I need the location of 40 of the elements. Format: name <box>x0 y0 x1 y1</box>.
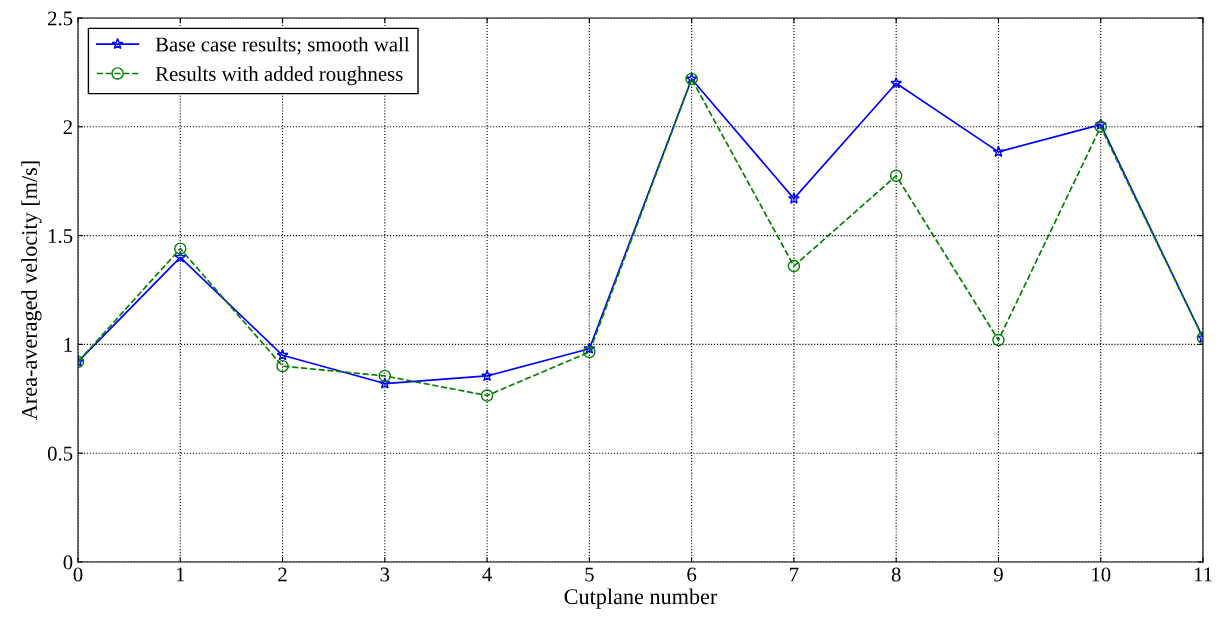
x-tick-label: 3 <box>380 567 390 582</box>
point <box>480 389 494 402</box>
y-tick-label: 0.5 <box>47 446 73 461</box>
point <box>378 377 391 389</box>
point <box>276 349 289 361</box>
x-tick-label: 11 <box>1194 567 1212 582</box>
point <box>481 369 494 382</box>
point <box>890 77 903 89</box>
x-tick-label: 5 <box>585 567 594 582</box>
point <box>787 259 801 273</box>
point <box>1094 120 1107 134</box>
x-tick-label: 0 <box>73 567 83 582</box>
y-tick-label: 2.5 <box>48 11 73 26</box>
y-tick-label: 2 <box>63 120 72 135</box>
legend-label: Base case results; smooth wall <box>155 36 410 55</box>
x-tick-label: 10 <box>1092 567 1111 582</box>
x-tick-label: 2 <box>278 567 287 582</box>
x-tick-label: 7 <box>790 567 799 582</box>
point <box>1094 118 1107 130</box>
y-tick-label: 0 <box>63 555 73 570</box>
point <box>583 342 596 354</box>
x-tick-label: 9 <box>993 567 1003 582</box>
point <box>992 333 1005 347</box>
x-tick-label: 1 <box>176 567 185 582</box>
point <box>787 192 800 204</box>
point <box>174 251 187 263</box>
y-tick-label: 1.5 <box>48 229 73 244</box>
point <box>583 345 596 359</box>
x-tick-label: 8 <box>891 567 901 582</box>
point <box>992 145 1005 158</box>
point <box>276 359 289 373</box>
y-tick-label: 1 <box>64 337 72 352</box>
legend-label: Results with added roughness <box>155 66 403 86</box>
point <box>889 169 903 183</box>
y-axis-title: Area-averaged velocity [m/s] <box>21 161 42 420</box>
point <box>174 242 187 255</box>
x-tick-label: 6 <box>687 567 697 582</box>
x-axis-title: Cutplane number <box>564 588 718 609</box>
x-tick-label: 4 <box>482 567 492 582</box>
point <box>378 369 392 383</box>
